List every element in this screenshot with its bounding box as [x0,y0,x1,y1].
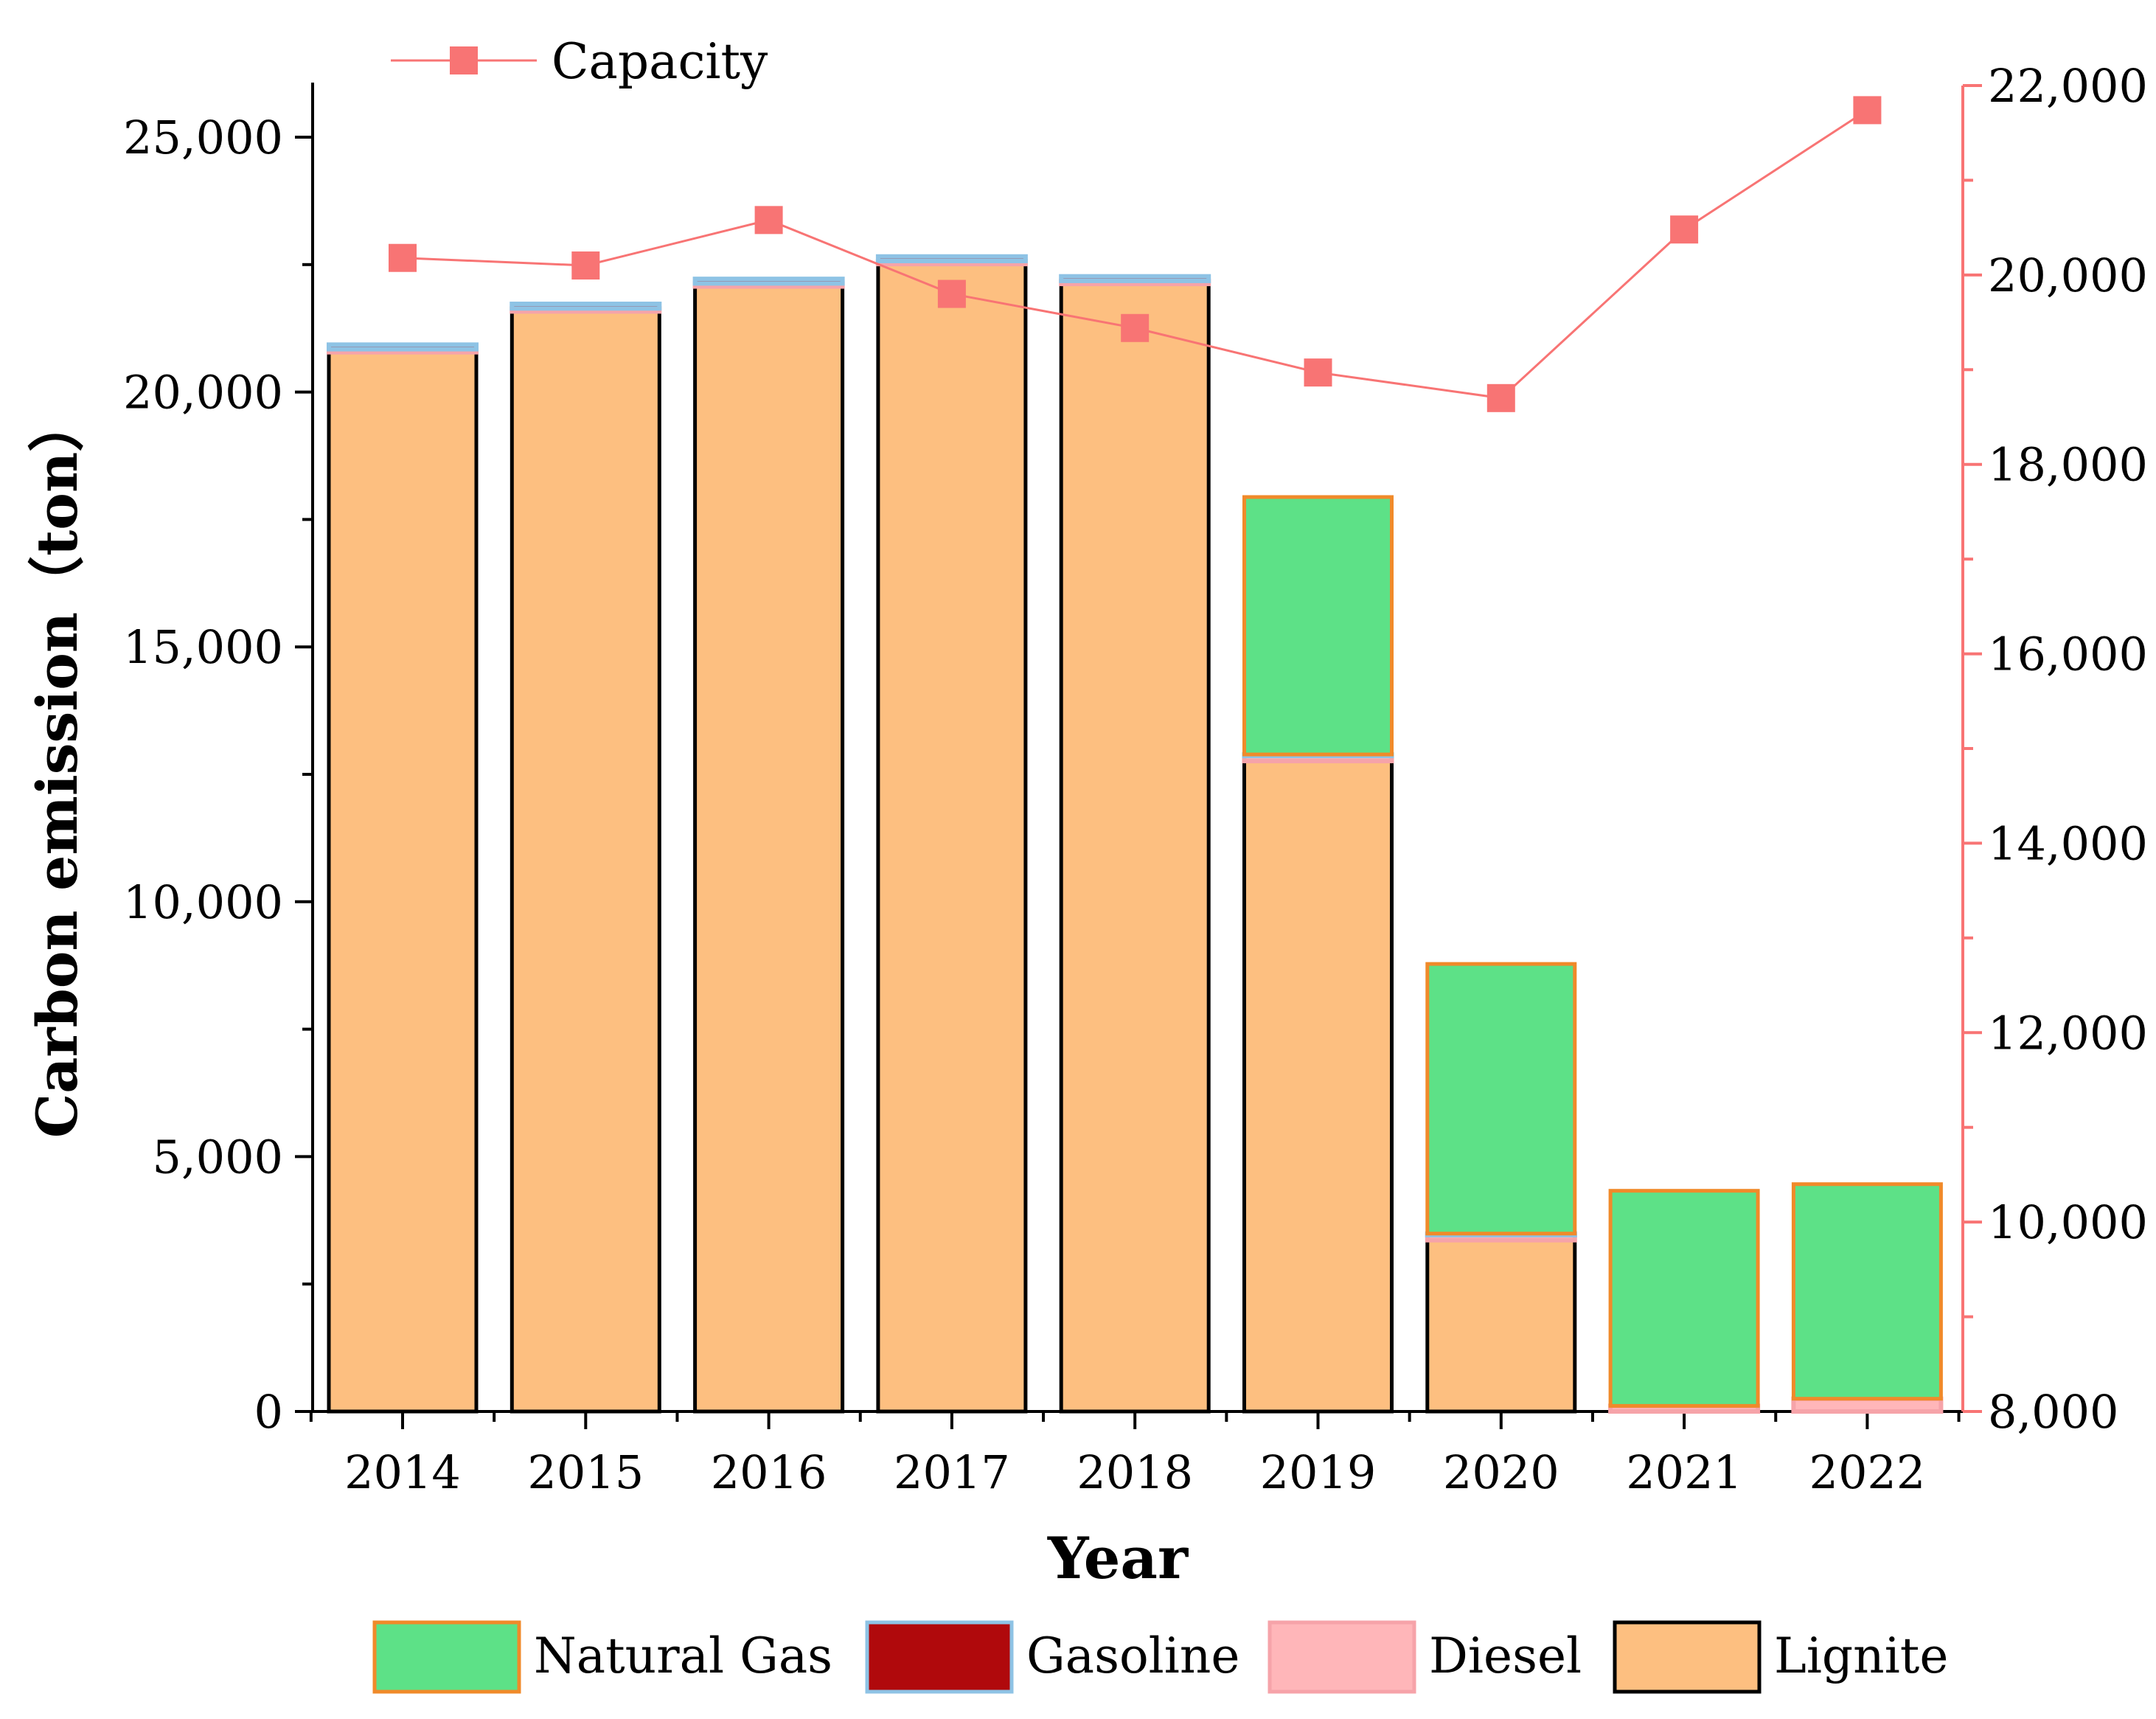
y-tick-label-left: 25,000 [123,111,283,164]
y-tick-label-left: 10,000 [123,875,283,929]
legend-capacity-marker [450,46,478,74]
y-tick-label-right: 20,000 [1988,249,2148,302]
capacity-marker-2018 [1121,313,1150,342]
y-tick-label-left: 0 [254,1385,283,1439]
x-tick-label: 2017 [894,1445,1010,1499]
capacity-marker-2020 [1486,383,1515,412]
y-tick-label-right: 22,000 [1988,59,2148,113]
bar-lignite-2017 [876,262,1028,1414]
legend-label-gasoline: Gasoline [1026,1628,1239,1684]
bar-gasoline-2018 [1059,274,1211,283]
bar-natural-gas-2019 [1242,495,1394,757]
bar-lignite-2016 [693,285,845,1414]
capacity-marker-2015 [571,251,600,280]
capacity-line-group [389,96,1882,412]
y-tick-label-right: 14,000 [1988,816,2148,870]
y-tick-label-left: 20,000 [123,366,283,420]
y-tick-label-right: 12,000 [1988,1006,2148,1060]
y-tick-label-right: 8,000 [1988,1385,2119,1439]
x-tick-label: 2018 [1077,1445,1193,1499]
bar-natural-gas-2020 [1425,962,1577,1236]
capacity-marker-2021 [1670,215,1699,244]
legend-capacity-label: Capacity [552,33,768,90]
x-tick-label: 2020 [1443,1445,1559,1499]
capacity-marker-2016 [754,206,783,235]
capacity-marker-2014 [389,243,417,272]
legends-group: Capacity Natural Gas Gasoline Diesel Lignite [372,33,1948,1694]
bar-lignite-2018 [1059,282,1211,1414]
capacity-marker-2019 [1304,358,1332,387]
y-tick-label-left: 5,000 [153,1130,284,1184]
bar-diesel-2022 [1791,1396,1944,1414]
bar-gasoline-2016 [692,277,845,286]
legend-swatch-natural-gas [372,1620,521,1694]
bar-gasoline-2017 [875,254,1028,263]
legend-label-diesel: Diesel [1429,1628,1582,1684]
bar-gasoline-2014 [327,342,479,352]
bar-gasoline-2015 [510,302,662,311]
bar-lignite-2015 [510,309,661,1414]
y-tick-label-left: 15,000 [123,620,283,674]
capacity-marker-2017 [937,279,966,308]
labels-group: 0 5,000 10,000 15,000 20,000 25,000 8,000 10,00… [24,59,2148,1592]
x-tick-label: 2014 [344,1445,461,1499]
y-axis-title: Carbon emission（ton） [24,396,90,1138]
legend-swatch-diesel [1267,1620,1416,1694]
bar-natural-gas-2021 [1608,1189,1760,1408]
x-tick-label: 2015 [527,1445,644,1499]
legend-label-natural-gas: Natural Gas [534,1628,832,1684]
legend-label-lignite: Lignite [1774,1628,1948,1684]
x-tick-label: 2019 [1260,1445,1377,1499]
bar-lignite-2020 [1425,1238,1577,1414]
bar-natural-gas-2022 [1791,1182,1943,1401]
x-tick-label: 2016 [711,1445,827,1499]
y-tick-label-right: 10,000 [1988,1195,2148,1249]
bars-group [327,254,1944,1414]
x-tick-label: 2022 [1809,1445,1926,1499]
y-tick-label-right: 18,000 [1988,438,2148,492]
x-axis-title: Year [1047,1525,1189,1592]
y-tick-label-right: 16,000 [1988,628,2148,681]
x-tick-label: 2021 [1626,1445,1742,1499]
legend-swatch-lignite [1613,1620,1762,1694]
legend-swatch-gasoline [865,1620,1014,1694]
bar-lignite-2014 [327,350,479,1414]
bar-lignite-2019 [1242,759,1394,1414]
capacity-marker-2022 [1853,96,1882,125]
